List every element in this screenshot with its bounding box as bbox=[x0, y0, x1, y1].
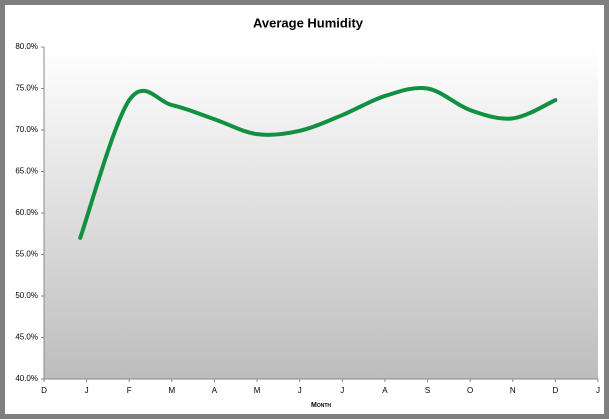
plot-area bbox=[44, 47, 598, 379]
x-tick-label: D bbox=[552, 386, 558, 395]
x-tick-label: M bbox=[169, 386, 176, 395]
x-tick-label: J bbox=[596, 386, 600, 395]
x-tick-label: J bbox=[85, 386, 89, 395]
x-tick-label: A bbox=[212, 386, 218, 395]
y-tick-label: 65.0% bbox=[15, 167, 38, 176]
x-tick-label: D bbox=[41, 386, 47, 395]
y-tick-label: 45.0% bbox=[15, 333, 38, 342]
line-series bbox=[78, 85, 558, 240]
chart-title: Average Humidity bbox=[253, 15, 364, 30]
y-tick-label: 80.0% bbox=[15, 42, 38, 51]
y-tick-label: 55.0% bbox=[15, 250, 38, 259]
y-tick-label: 75.0% bbox=[15, 84, 38, 93]
x-tick-label: M bbox=[254, 386, 261, 395]
x-tick-label: O bbox=[467, 386, 473, 395]
y-tick-label: 40.0% bbox=[15, 374, 38, 383]
x-tick-label: J bbox=[340, 386, 344, 395]
y-tick-label: 60.0% bbox=[15, 208, 38, 217]
y-tick-label: 70.0% bbox=[15, 125, 38, 134]
x-tick-label: F bbox=[127, 386, 132, 395]
x-tick-label: J bbox=[298, 386, 302, 395]
y-tick-label: 50.0% bbox=[15, 291, 38, 300]
x-tick-label: N bbox=[510, 386, 516, 395]
x-tick-label: S bbox=[425, 386, 430, 395]
x-axis-label: Month bbox=[311, 402, 331, 409]
x-tick-label: A bbox=[382, 386, 388, 395]
